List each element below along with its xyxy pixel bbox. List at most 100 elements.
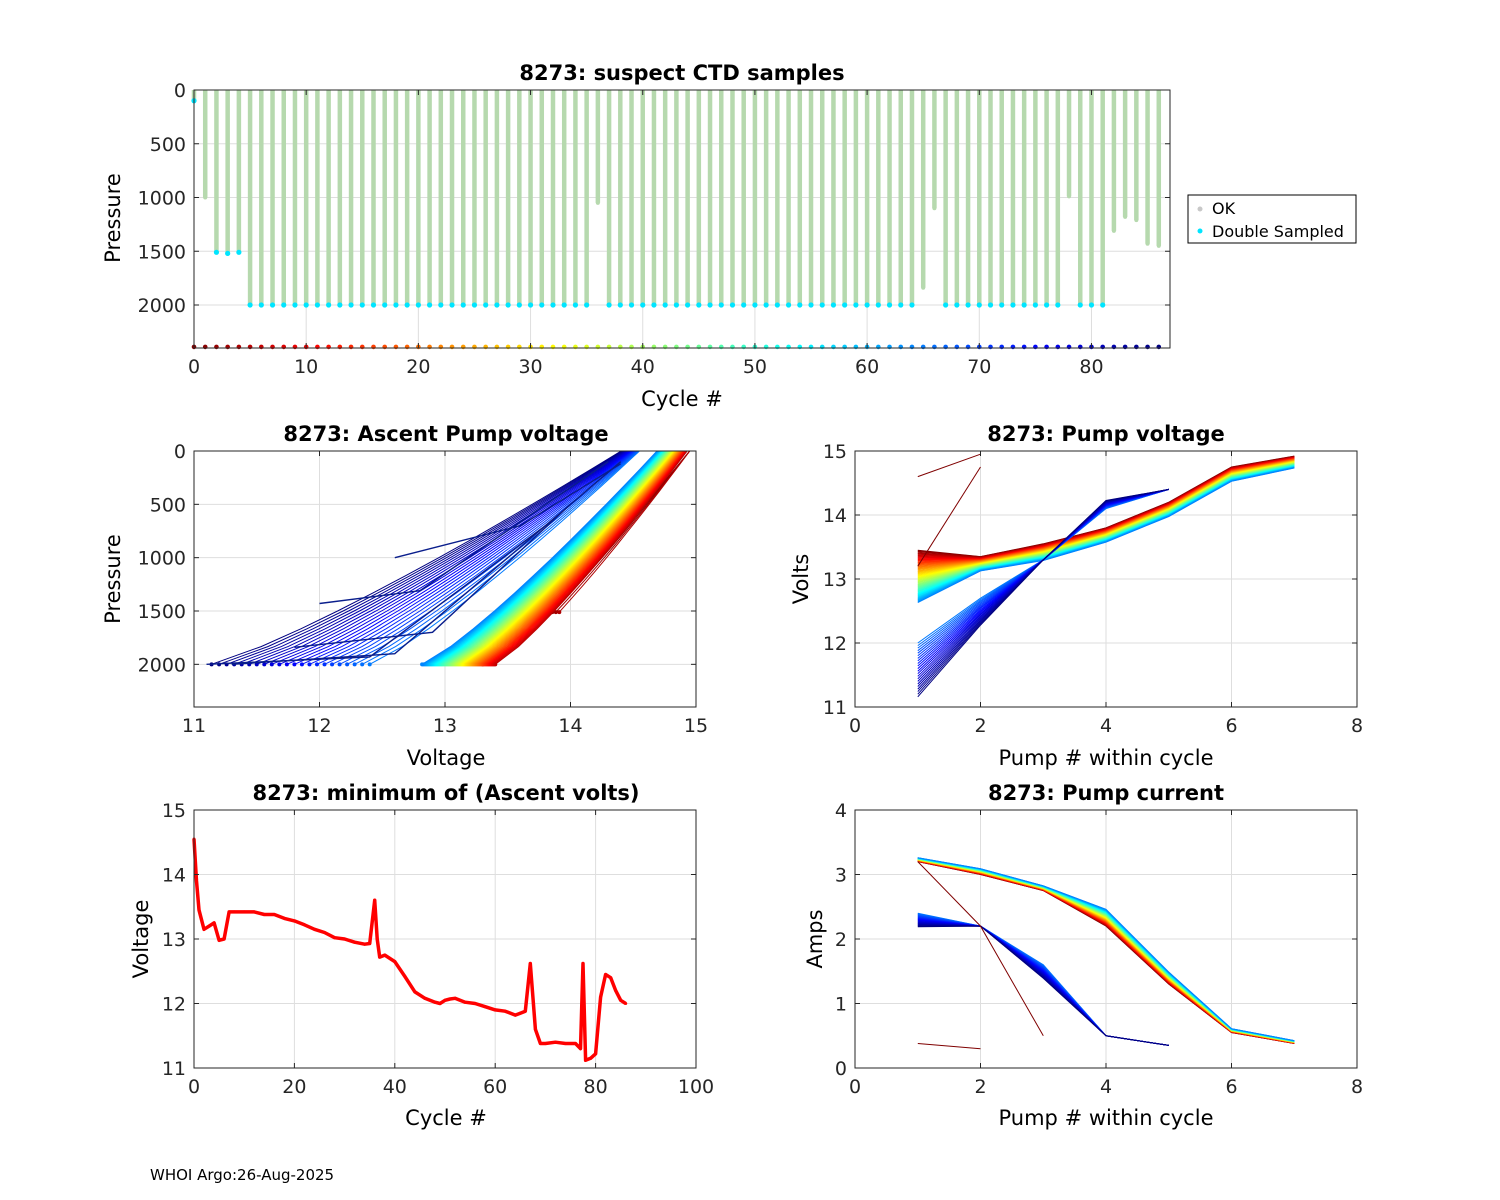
p1-cycle-marker-61	[876, 344, 881, 350]
p4-xtick-label-3: 60	[483, 1076, 507, 1098]
p1-double-sampled-point-37	[606, 302, 612, 308]
p1-double-sampled-point-35	[584, 302, 590, 308]
p4-point-27	[383, 953, 387, 957]
p1-double-sampled-point-60	[864, 302, 870, 308]
p4-point-44	[523, 1009, 527, 1013]
p1-cycle-marker-45	[696, 344, 702, 350]
p1-double-sampled-point-50	[752, 302, 758, 308]
p1-double-sampled-point-49	[741, 302, 747, 308]
p3-xtick-label-4: 8	[1351, 715, 1363, 737]
p1-ytick-label-1: 500	[150, 134, 186, 156]
p2-title: 8273: Ascent Pump voltage	[283, 422, 608, 446]
p1-legend-double-label: Double Sampled	[1212, 222, 1344, 241]
p1-cycle-marker-76	[1044, 344, 1049, 350]
p4-xtick-label-0: 0	[188, 1076, 200, 1098]
p4-point-23	[368, 942, 372, 946]
p1-cycle-marker-51	[763, 344, 769, 350]
p2-cycle-line-41	[450, 450, 670, 665]
p2-outlier-line-2	[319, 461, 609, 605]
p1-cycle-marker-55	[808, 344, 814, 350]
p4-point-21	[353, 940, 357, 944]
p1-cycle-marker-49	[741, 344, 747, 350]
p4-point-16	[302, 923, 306, 927]
p3-early-line-a	[917, 453, 981, 478]
p5-ytick-label-1: 1	[835, 994, 847, 1016]
p1-double-sampled-point-2	[213, 249, 220, 255]
p4-point-41	[503, 1009, 507, 1013]
p2-cycle-start-71	[322, 662, 327, 667]
p2-cycle-start-77	[277, 662, 282, 667]
p4-point-38	[473, 1002, 477, 1005]
p2-xtick-label-4: 15	[684, 715, 708, 737]
p1-cycle-marker-62	[887, 344, 892, 350]
p4-ytick-label-4: 15	[162, 800, 186, 822]
p1-cycle-marker-58	[842, 344, 847, 350]
p1-double-sampled-point-56	[819, 302, 825, 308]
p1-double-sampled-point-69	[965, 302, 971, 308]
p1-ytick-label-3: 1500	[138, 241, 186, 263]
p2-ytick-label-0: 0	[174, 441, 186, 463]
p1-cycle-marker-9	[292, 344, 298, 350]
p5-ytick-label-0: 0	[835, 1058, 847, 1080]
p1-double-sampled-point-41	[651, 302, 657, 308]
p2-cycle-start-75	[292, 662, 297, 667]
p1-double-sampled-point-46	[707, 302, 713, 308]
p2-cycle-line-65	[369, 450, 640, 665]
p1-cycle-marker-68	[954, 344, 960, 350]
p1-cycle-marker-44	[685, 344, 690, 350]
p4-point-30	[413, 990, 417, 994]
p2-cycle-line-69	[339, 450, 637, 665]
p4-point-33	[438, 1002, 442, 1005]
p1-double-sampled-point-52	[774, 302, 780, 308]
p4-point-4	[207, 924, 211, 928]
p1-cycle-marker-43	[674, 344, 679, 350]
p3-ylabel: Volts	[789, 554, 813, 605]
p1-cycle-marker-27	[494, 344, 500, 350]
p2-cycle-line-61	[425, 450, 659, 665]
p3-ytick-label-3: 14	[823, 505, 847, 527]
p1-ok-point-83	[1123, 214, 1128, 219]
p1-double-sampled-point-74	[1021, 302, 1027, 308]
p5-ytick-label-4: 4	[835, 800, 847, 822]
p1-double-sampled-point-11	[314, 302, 321, 308]
p1-double-sampled-point-68	[954, 302, 960, 308]
p2-cycle-start-72	[314, 662, 319, 667]
p3-early-line-b	[917, 466, 981, 567]
p1-ok-point-66	[932, 206, 937, 211]
p1-double-sampled-point-45	[696, 302, 702, 308]
p4-point-52	[579, 1047, 583, 1051]
p2-outlier-line-3	[394, 463, 622, 559]
p1-double-sampled-point-6	[258, 302, 264, 308]
p1-cycle-marker-47	[718, 344, 724, 350]
p4-point-22	[363, 942, 367, 946]
p1-double-sampled-point-24	[460, 302, 466, 308]
p4-point-51	[574, 1041, 578, 1045]
p1-cycle-marker-75	[1033, 344, 1038, 350]
p1-double-sampled-point-40	[640, 302, 646, 308]
p1-cycle-marker-71	[988, 344, 993, 350]
p2-cycle-line-76	[286, 450, 631, 665]
p1-double-sampled-point-34	[572, 302, 579, 308]
p2-marks	[206, 450, 691, 667]
p3-cycle-line-86	[917, 488, 1169, 698]
p4-frame: 0 20 40 60 80 100 11 12 13 14 15	[162, 800, 714, 1098]
p3-ytick-label-1: 12	[823, 633, 847, 655]
p2-ytick-label-4: 2000	[138, 654, 186, 676]
p1-xtick-label-8: 80	[1079, 356, 1103, 378]
p1-double-sampled-point-10	[303, 302, 309, 308]
p1-double-sampled-point-76	[1043, 302, 1050, 308]
p4-xtick-label-1: 20	[282, 1076, 306, 1098]
p1-double-sampled-point-54	[797, 302, 803, 308]
p2-cycle-line-77	[279, 450, 630, 665]
p1-double-sampled-point-73	[1010, 302, 1016, 308]
p3-xtick-label-3: 6	[1225, 715, 1237, 737]
p1-cycle-marker-72	[999, 344, 1005, 350]
p2-cycle-start-79	[262, 662, 267, 667]
p1-double-sampled-point-42	[662, 302, 668, 308]
p1-double-sampled-point-13	[337, 302, 343, 308]
p2-cycle-line-4	[558, 450, 691, 613]
p1-xtick-label-7: 70	[967, 356, 991, 378]
p1-xtick-label-6: 60	[855, 356, 879, 378]
p2-cycle-start-68	[345, 662, 350, 667]
p1-cycle-marker-79	[1077, 344, 1083, 350]
